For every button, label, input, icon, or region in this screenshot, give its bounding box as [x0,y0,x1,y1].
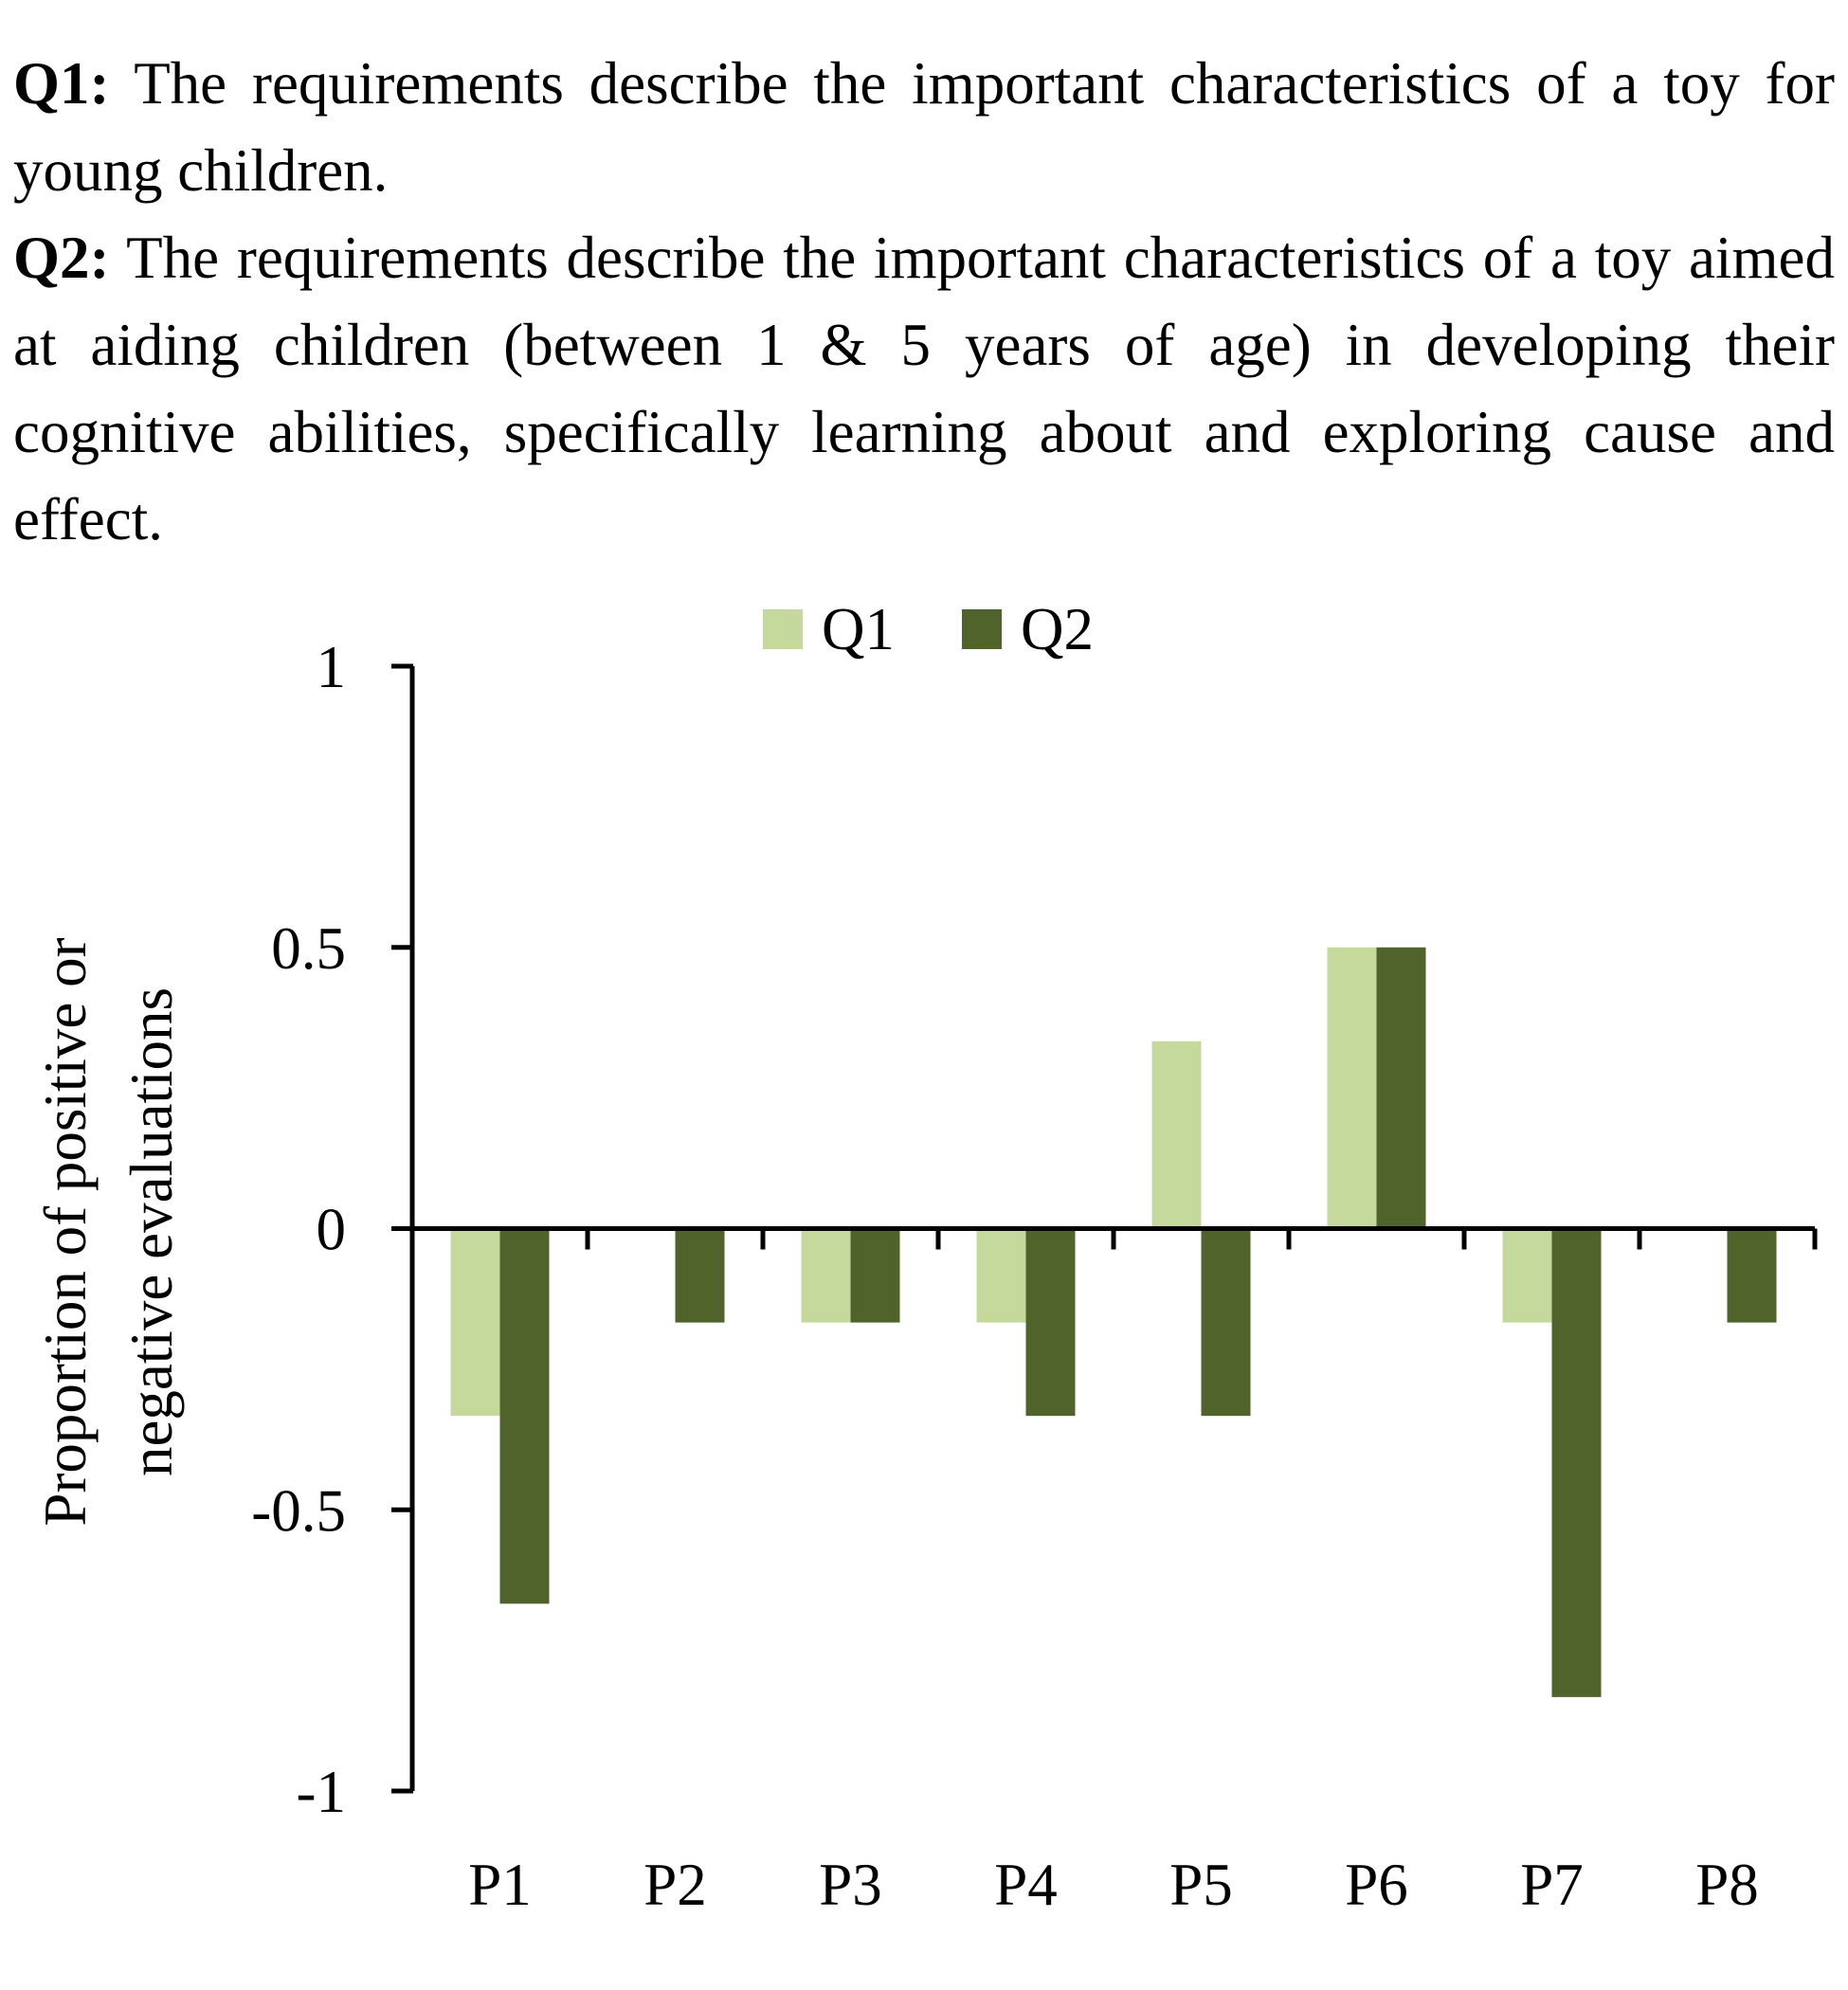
bar-q2-p8 [1727,1228,1777,1323]
x-tick-label: P4 [994,1852,1058,1918]
x-tick-label: P1 [468,1852,532,1918]
bar-q1-p1 [450,1228,500,1417]
legend-label-q2: Q2 [1021,596,1094,662]
bar-q1-p4 [976,1228,1026,1323]
y-tick-label: 0 [317,1197,347,1263]
bar-q2-p1 [499,1228,550,1604]
x-tick-label: P3 [819,1852,882,1918]
x-tick-labels: P1 P2 P3 P4 P5 P6 P7 P8 [468,1852,1759,1918]
bar-q2-p3 [850,1228,900,1323]
question-2-text: The requirements describe the important … [13,225,1835,552]
axes [391,663,1818,1794]
y-tick-label: -1 [297,1759,346,1825]
question-definitions: Q1: The requirements describe the import… [13,40,1835,563]
legend-label-q1: Q1 [822,596,895,662]
bar-q2-p4 [1025,1228,1076,1417]
y-axis-label: Proportion of positive or negative evalu… [32,937,185,1526]
bar-q2-p5 [1201,1228,1251,1417]
legend-swatch-q1 [763,609,803,649]
question-1-text: The requirements describe the important … [13,50,1835,204]
bar-q1-p7 [1502,1228,1552,1323]
y-axis-label-line-1: Proportion of positive or [32,937,99,1526]
y-tick-label: -0.5 [251,1477,346,1544]
question-1: Q1: The requirements describe the import… [13,40,1835,214]
bar-q2-p6 [1376,947,1426,1229]
legend-swatch-q2 [962,609,1002,649]
y-tick-labels: 1 0.5 0 -0.5 -1 [251,634,346,1825]
y-tick-label: 0.5 [271,915,346,982]
bar-q2-p2 [675,1228,725,1323]
bar-q1-p3 [801,1228,851,1323]
question-2: Q2: The requirements describe the import… [13,214,1835,563]
x-tick-label: P8 [1695,1852,1759,1918]
legend: Q1 Q2 [763,596,1094,662]
question-1-label: Q1: [13,50,110,117]
bar-q2-p7 [1551,1228,1602,1697]
y-axis-label-line-2: negative evaluations [118,987,185,1476]
bar-q1-p5 [1151,1040,1202,1229]
bars [450,947,1777,1697]
x-tick-label: P7 [1520,1852,1584,1918]
y-tick-label: 1 [317,634,347,700]
x-tick-label: P5 [1169,1852,1233,1918]
question-2-label: Q2: [13,225,110,291]
x-tick-label: P6 [1345,1852,1408,1918]
x-tick-label: P2 [643,1852,707,1918]
bar-q1-p6 [1327,947,1377,1229]
